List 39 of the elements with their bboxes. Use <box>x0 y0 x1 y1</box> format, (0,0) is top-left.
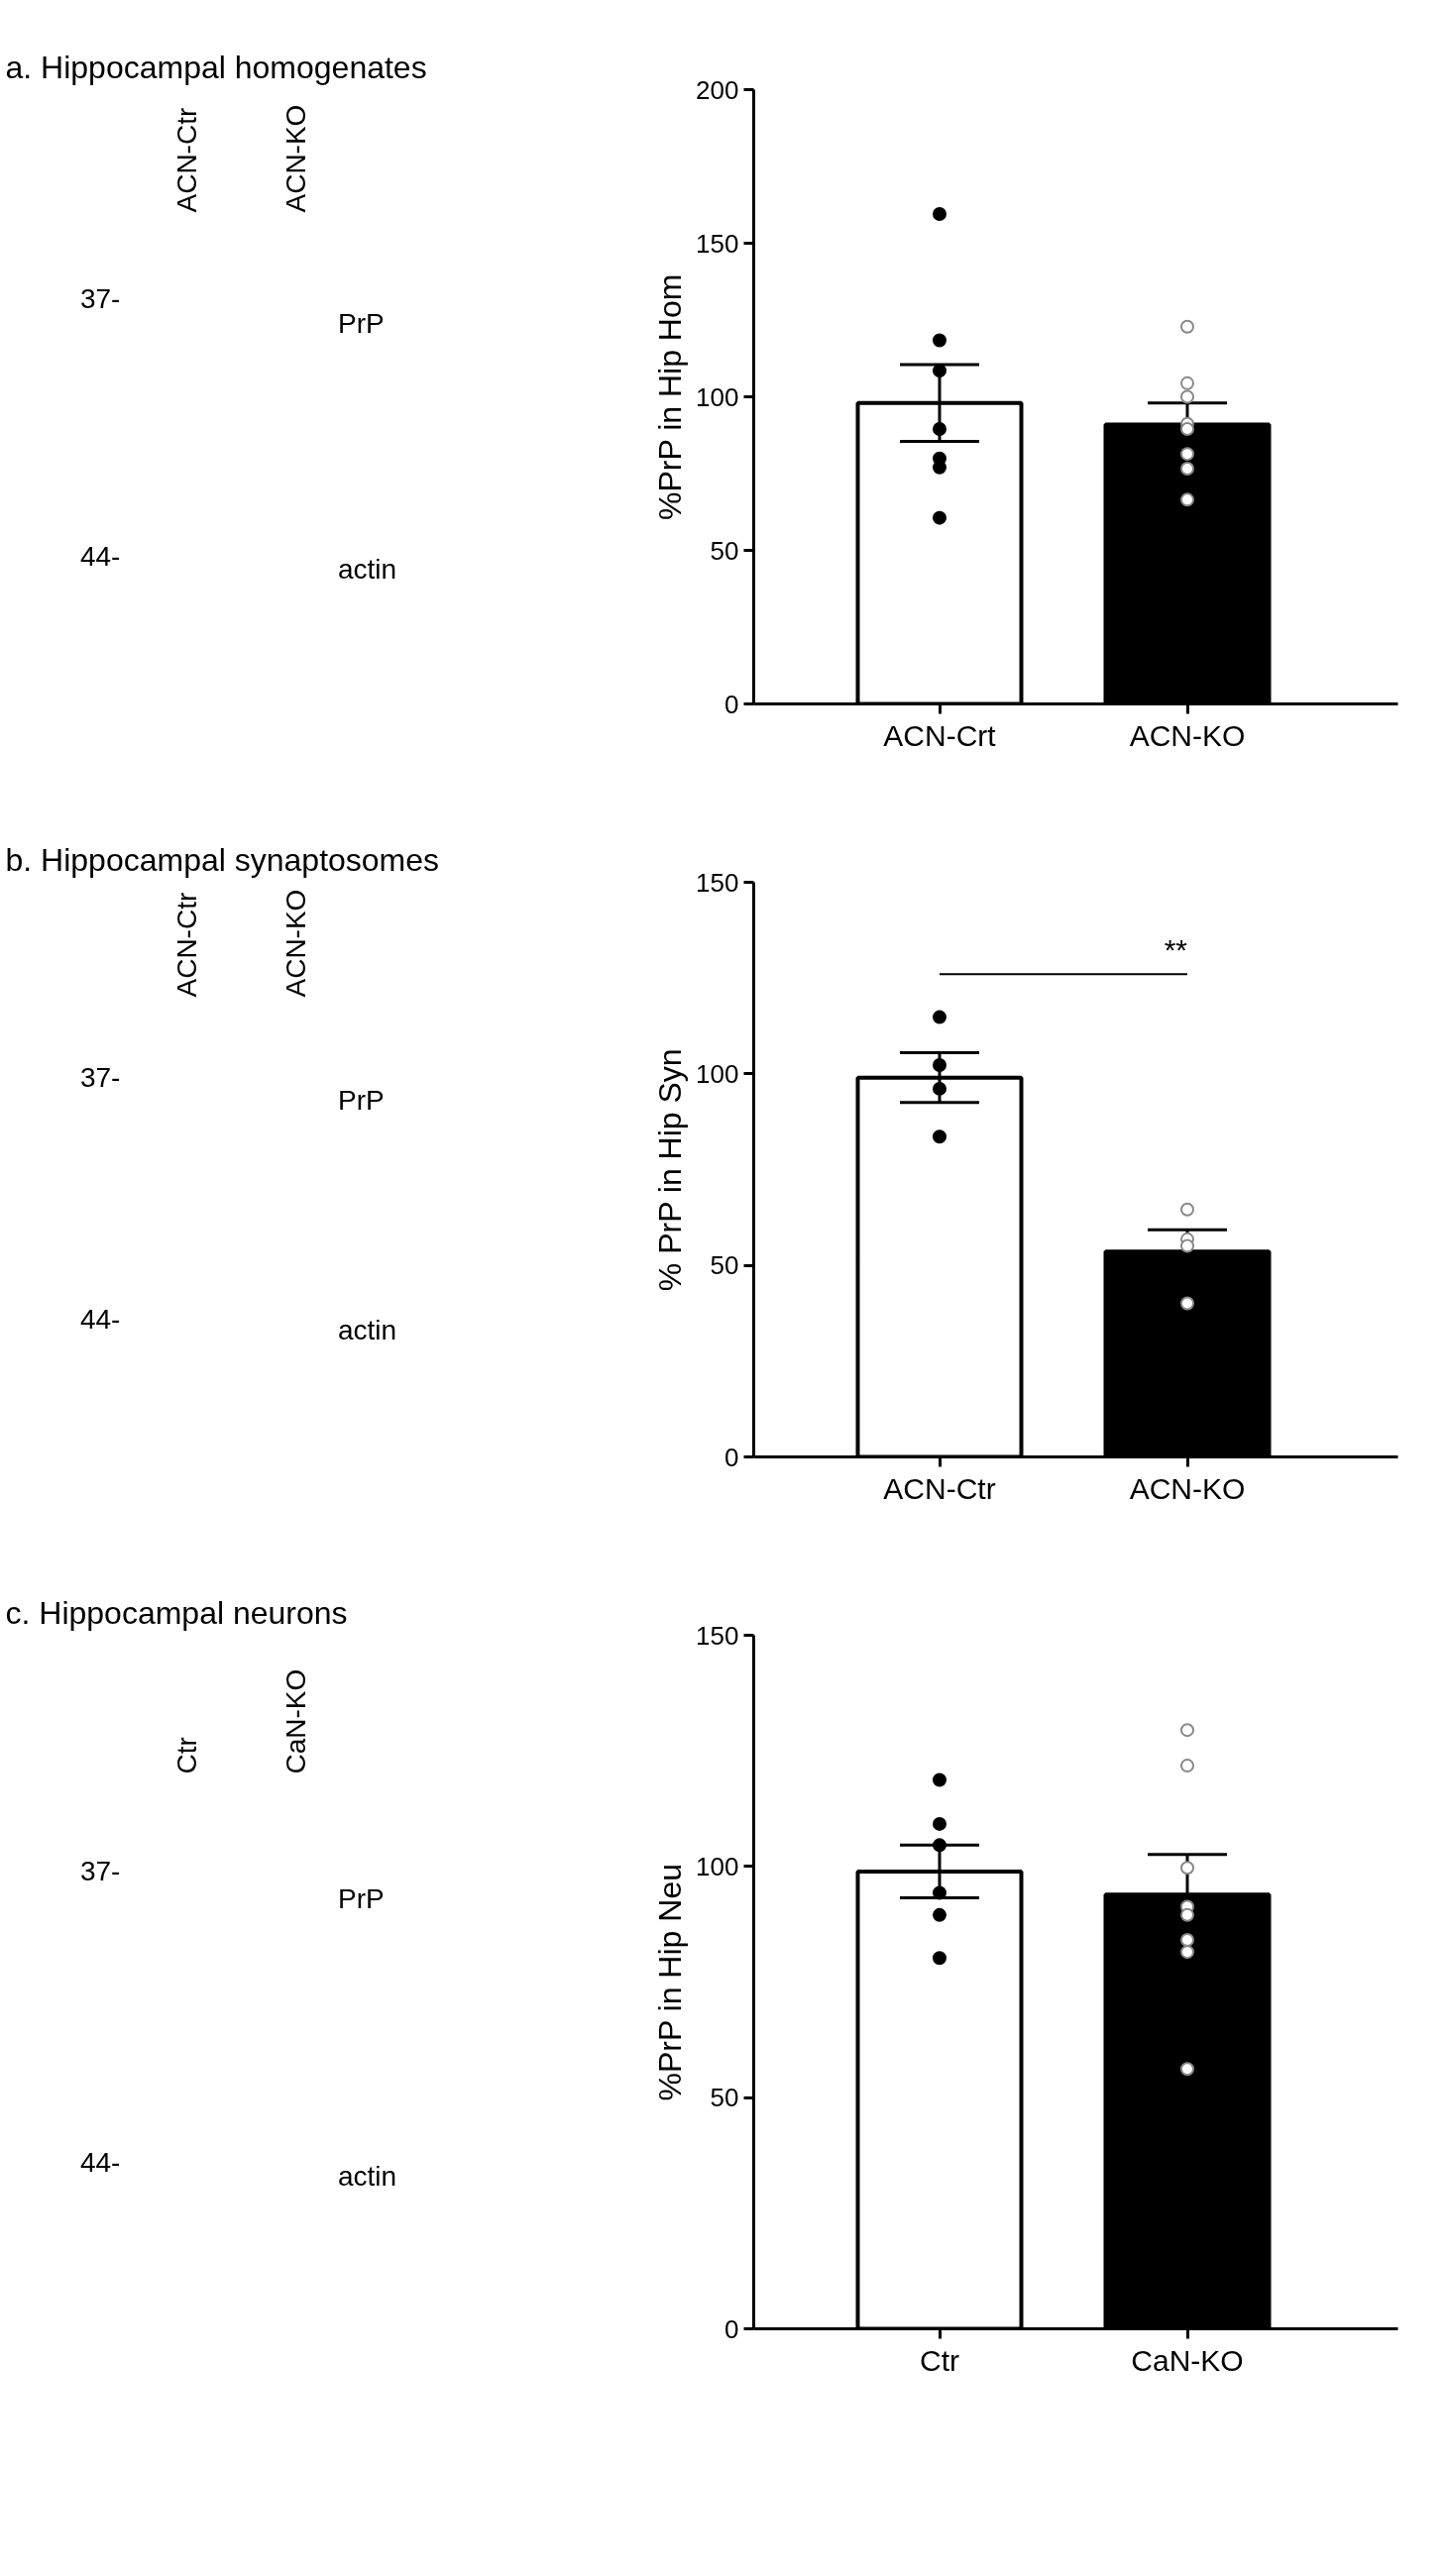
text: ACN-Ctr <box>171 892 202 998</box>
text: ACN-Ctr <box>171 107 202 213</box>
text: ACN-KO <box>279 889 311 998</box>
y-tick-label: 150 <box>696 867 739 898</box>
y-tick-label: 50 <box>710 535 739 566</box>
y-tick-label: 0 <box>724 1442 739 1472</box>
y-tick-label: 100 <box>696 1851 739 1881</box>
y-axis-title: % PrP in Hip Syn <box>652 1048 689 1292</box>
y-tick-label: 50 <box>710 1250 739 1281</box>
text: a. Hippocampal homogenates <box>5 49 427 85</box>
text: actin <box>338 553 397 585</box>
text: CaN-KO <box>279 1668 311 1774</box>
text: PrP <box>338 1085 385 1117</box>
text: actin <box>338 2161 397 2192</box>
text: 44- <box>79 2147 121 2178</box>
text: 37- <box>79 282 121 314</box>
y-axis-title: %PrP in Hip Hom <box>652 273 689 520</box>
text: 44- <box>79 541 121 573</box>
text: ACN-KO <box>279 104 311 213</box>
annotation: ** <box>1164 933 1188 967</box>
y-tick-label: 100 <box>696 1058 739 1089</box>
y-tick-label: 50 <box>710 2083 739 2113</box>
text: 44- <box>79 1303 121 1335</box>
y-tick-label: 200 <box>696 74 739 105</box>
text: b. Hippocampal synaptosomes <box>5 841 440 878</box>
text: 37- <box>79 1062 121 1094</box>
text: c. Hippocampal neurons <box>5 1594 348 1631</box>
text: PrP <box>338 1883 385 1914</box>
y-tick-label: 150 <box>696 1620 739 1651</box>
y-tick-label: 150 <box>696 228 739 259</box>
y-tick-label: 0 <box>724 689 739 719</box>
y-tick-label: 100 <box>696 381 739 412</box>
text: PrP <box>338 307 385 339</box>
text: 37- <box>79 1856 121 1886</box>
text: actin <box>338 1315 397 1346</box>
y-axis-title: %PrP in Hip Neu <box>652 1864 689 2101</box>
x-tick-label: ACN-Crt <box>883 718 997 752</box>
y-tick-label: 0 <box>724 2313 739 2344</box>
text: Ctr <box>171 1737 202 1774</box>
